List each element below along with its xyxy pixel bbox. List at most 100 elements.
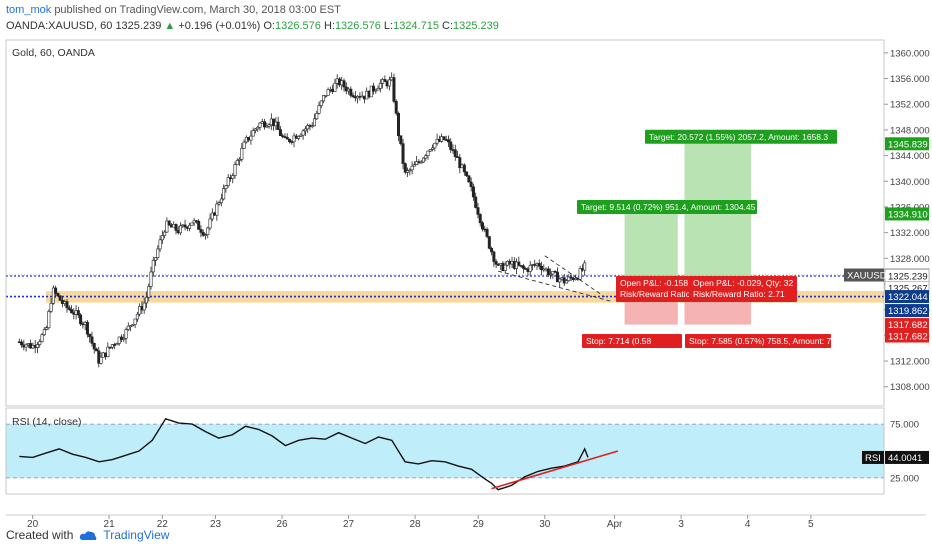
candle bbox=[49, 298, 53, 313]
candle-body bbox=[549, 273, 553, 276]
candle bbox=[135, 311, 139, 323]
candle-body bbox=[110, 344, 114, 348]
candle-body bbox=[281, 135, 285, 137]
rsi-band bbox=[6, 424, 884, 478]
candle-body bbox=[197, 220, 201, 230]
candle bbox=[158, 235, 162, 252]
stop-label-a-0: Stop: 7.714 (0.58 bbox=[586, 336, 651, 346]
candle bbox=[458, 153, 462, 174]
candle bbox=[197, 219, 201, 230]
candle-body bbox=[426, 150, 430, 157]
candle bbox=[38, 339, 42, 348]
pl-label-a-bg bbox=[616, 276, 690, 302]
candle bbox=[558, 277, 562, 288]
chart-title: Gold, 60, OANDA bbox=[12, 47, 95, 59]
candle-body bbox=[312, 118, 316, 127]
candle bbox=[149, 266, 153, 290]
rsi-tick-label: 75.000 bbox=[890, 420, 919, 431]
price-badge-7: 1317.682 bbox=[888, 320, 928, 331]
candle bbox=[403, 162, 407, 175]
candle-body bbox=[490, 248, 494, 253]
candle bbox=[242, 139, 246, 149]
candle bbox=[224, 184, 228, 193]
candle bbox=[306, 123, 310, 134]
candle bbox=[537, 259, 541, 270]
candle-body bbox=[135, 313, 139, 320]
candle bbox=[208, 213, 212, 231]
candle bbox=[222, 184, 226, 201]
candle-body bbox=[199, 229, 203, 233]
candle bbox=[117, 336, 121, 346]
candle bbox=[122, 334, 126, 343]
candle-body bbox=[138, 306, 142, 315]
candle bbox=[326, 87, 330, 96]
candle-body bbox=[558, 278, 562, 283]
tradingview-link[interactable]: TradingView bbox=[103, 528, 170, 542]
candle-body bbox=[156, 248, 160, 258]
candle bbox=[167, 220, 171, 227]
stop-label-b-0: Stop: 7.585 (0.57%) 758.5, Amount: 757.2… bbox=[689, 336, 853, 346]
y-tick-label: 1328.000 bbox=[890, 254, 930, 265]
candle-body bbox=[108, 346, 112, 349]
candle-body bbox=[76, 310, 80, 316]
candle bbox=[35, 341, 39, 354]
candle-body bbox=[115, 343, 119, 346]
candle-body bbox=[253, 128, 257, 131]
candle-body bbox=[299, 134, 303, 137]
candle bbox=[410, 161, 414, 175]
candle bbox=[95, 347, 99, 352]
candle-body bbox=[95, 348, 99, 352]
rsi-tick-label: 25.000 bbox=[890, 473, 919, 484]
y-tick-label: 1332.000 bbox=[890, 228, 930, 239]
candle bbox=[351, 92, 355, 99]
candle bbox=[251, 127, 255, 137]
candle-body bbox=[546, 268, 550, 276]
candle-body bbox=[487, 236, 491, 249]
author-link[interactable]: tom_mok bbox=[6, 4, 52, 16]
candle-body bbox=[485, 228, 489, 237]
price-change: +0.196 (+0.01%) bbox=[178, 20, 261, 32]
candle-body bbox=[569, 276, 573, 279]
candle-body bbox=[122, 338, 126, 340]
candle-body bbox=[267, 124, 271, 127]
candle-body bbox=[540, 265, 544, 271]
candle bbox=[453, 144, 457, 161]
candle-body bbox=[403, 163, 407, 173]
price-badge-8: 1317.682 bbox=[888, 332, 928, 343]
candle bbox=[481, 221, 485, 232]
candle-body bbox=[342, 80, 346, 88]
candle-body bbox=[65, 301, 69, 309]
candle bbox=[235, 158, 239, 166]
candle-body bbox=[378, 83, 382, 89]
candle bbox=[428, 149, 432, 153]
candle bbox=[408, 168, 412, 176]
low-label: L: bbox=[383, 20, 394, 32]
candle bbox=[154, 257, 158, 267]
x-tick-label: 3 bbox=[678, 519, 684, 530]
candle bbox=[446, 135, 450, 147]
candle-body bbox=[206, 227, 210, 235]
price-badge-3: 1325.239 bbox=[888, 272, 928, 283]
candle bbox=[562, 274, 566, 287]
candle bbox=[396, 111, 400, 142]
candle-body bbox=[456, 156, 460, 158]
candle-body bbox=[412, 164, 416, 167]
candle-body bbox=[124, 329, 128, 339]
candle-body bbox=[38, 341, 42, 345]
candle bbox=[319, 100, 323, 109]
candle-body bbox=[42, 329, 46, 336]
candle bbox=[278, 126, 282, 137]
candle-body bbox=[154, 257, 158, 261]
candle-body bbox=[151, 260, 155, 273]
price-badge-bg-8 bbox=[885, 329, 929, 343]
candle-body bbox=[315, 113, 319, 120]
candle bbox=[394, 99, 398, 116]
stop-label-a-bg bbox=[582, 334, 682, 348]
rsi-badge: RSI bbox=[865, 453, 881, 464]
target-label-a-0: Target: 9.514 (0.72%) 951.4, Amount: 130… bbox=[581, 202, 756, 212]
candle-body bbox=[292, 135, 296, 143]
candle-body bbox=[528, 265, 532, 272]
candle-body bbox=[90, 336, 94, 344]
y-tick-label: 1348.000 bbox=[890, 125, 930, 136]
